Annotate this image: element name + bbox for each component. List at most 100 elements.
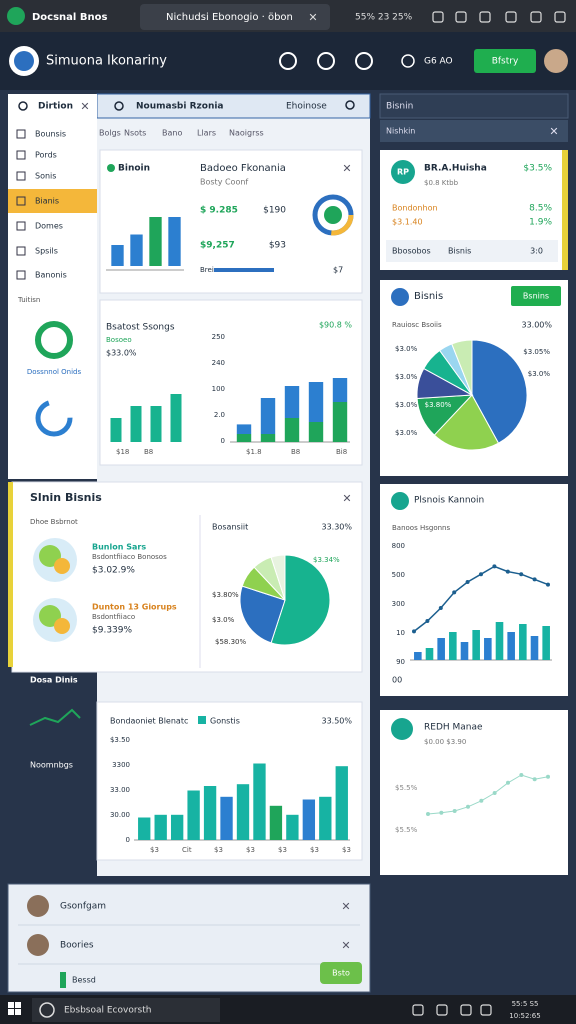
card-button[interactable] xyxy=(511,286,561,306)
close-button[interactable]: ✕ xyxy=(549,125,558,138)
header-icon xyxy=(279,52,297,70)
bar-segment xyxy=(284,386,300,418)
y-axis-label: 10 xyxy=(396,629,405,637)
button-label[interactable]: Bfstry xyxy=(492,57,519,67)
menu-icon xyxy=(16,270,26,280)
menu-item[interactable]: Sonis xyxy=(35,172,56,181)
tab[interactable]: Nsots xyxy=(124,129,146,138)
close-button[interactable]: ✕ xyxy=(341,900,350,913)
pie-slice xyxy=(433,394,500,451)
taskbar-icon[interactable] xyxy=(480,1004,492,1016)
tab[interactable]: Bolgs xyxy=(99,129,121,138)
card-title: Bondaoniet Blenatc xyxy=(110,717,188,726)
bar-segment xyxy=(332,378,348,402)
toolbar-icon[interactable] xyxy=(530,11,542,23)
toolbar-icon[interactable] xyxy=(505,11,517,23)
item-name: Bunlon Sars xyxy=(92,543,146,552)
donut xyxy=(35,321,73,359)
y-axis-label: 2.0 xyxy=(214,411,225,419)
close-button[interactable]: ✕ xyxy=(342,492,351,505)
bar xyxy=(319,796,332,840)
pie-slice xyxy=(270,554,286,601)
taskbar-icon[interactable] xyxy=(412,1004,424,1016)
bar xyxy=(170,814,184,840)
card-title: REDH Manae xyxy=(424,723,483,733)
y-axis-label: 300 xyxy=(392,600,405,608)
menu-item[interactable]: Pords xyxy=(35,151,57,160)
bar xyxy=(425,648,434,660)
button-label[interactable]: Bsnins xyxy=(523,292,549,301)
donut-label: Dossnnol Onids xyxy=(27,368,82,376)
y-axis-label: 0 xyxy=(126,836,130,844)
close-button[interactable]: ✕ xyxy=(308,11,317,24)
card-icon xyxy=(391,492,409,510)
item-subtitle: Bsdontfiiaco xyxy=(92,613,135,621)
card-subtitle: Rauiosc Bsoiis xyxy=(392,321,442,329)
bar xyxy=(154,814,167,840)
card-icon xyxy=(391,718,413,740)
app-title: Simuona Ikonariny xyxy=(46,54,167,69)
line-point xyxy=(506,780,510,785)
close-button[interactable]: ✕ xyxy=(80,100,89,113)
taskbar-search[interactable] xyxy=(32,998,220,1022)
menu-item[interactable]: Spsils xyxy=(35,247,58,256)
card-value: $3.5% xyxy=(523,164,552,174)
button-label[interactable]: Bsto xyxy=(332,969,350,978)
card-subtitle: Dhoe Bsbrnot xyxy=(30,518,78,526)
start-icon xyxy=(15,1002,21,1008)
bar xyxy=(170,394,182,442)
bar xyxy=(530,636,539,660)
menu-item[interactable]: Banonis xyxy=(35,271,67,280)
line-point xyxy=(492,564,497,569)
tab[interactable]: Bano xyxy=(162,129,182,138)
start-icon xyxy=(8,1002,14,1008)
bar xyxy=(150,406,162,442)
menu-item[interactable]: Bounsis xyxy=(35,130,66,139)
pie-label: $3.0% xyxy=(395,345,418,353)
bar xyxy=(111,245,124,266)
toolbar-icon[interactable] xyxy=(455,11,467,23)
card-subtitle: $0.00 $3.90 xyxy=(424,738,466,746)
stat-value: $ 9.285 xyxy=(200,206,238,216)
menu-item[interactable]: Bianis xyxy=(35,197,59,206)
line-point xyxy=(439,810,444,815)
bar xyxy=(449,632,457,660)
line-point xyxy=(532,577,537,582)
card-title: Badoeo Fkonania xyxy=(200,163,286,174)
right-header xyxy=(379,93,569,119)
card-subtitle: Banoos Hsgonns xyxy=(392,524,450,532)
legend-swatch xyxy=(198,716,206,724)
taskbar-icon[interactable] xyxy=(436,1004,448,1016)
active-tab[interactable] xyxy=(140,4,330,30)
close-button[interactable]: ✕ xyxy=(342,162,351,175)
close-button[interactable]: ✕ xyxy=(341,939,350,952)
tab-title[interactable]: Nichudsi Ebonogio · öbon xyxy=(166,12,293,23)
chart-value: 33.30% xyxy=(321,523,352,532)
notification-panel xyxy=(7,883,371,993)
header-button[interactable] xyxy=(474,49,536,73)
menu-icon xyxy=(16,150,26,160)
tab[interactable]: Naoigrss xyxy=(229,129,264,138)
notification-button[interactable] xyxy=(320,962,362,984)
taskbar-icon[interactable] xyxy=(460,1004,472,1016)
line-point xyxy=(546,582,550,587)
tab[interactable]: Llars xyxy=(197,129,216,138)
toolbar-icon[interactable] xyxy=(432,11,444,23)
toolbar-icon[interactable] xyxy=(554,11,566,23)
card-value: 33.50% xyxy=(321,717,352,726)
bar-segment xyxy=(260,398,276,434)
footer-label: Bisnis xyxy=(448,247,471,256)
card-title: Slnin Bisnis xyxy=(30,491,102,504)
line-point xyxy=(466,804,470,809)
row-value: 8.5% xyxy=(529,204,552,214)
pie-slice xyxy=(270,554,331,646)
y-axis-label: 240 xyxy=(212,359,225,367)
search-placeholder[interactable]: Ebsbsoal Ecovorsth xyxy=(64,1006,151,1016)
bar xyxy=(110,418,122,442)
header-icon xyxy=(317,52,335,70)
notification-title: Gsonfgam xyxy=(60,902,106,912)
toolbar-icon[interactable] xyxy=(479,11,491,23)
menu-item[interactable]: Domes xyxy=(35,222,63,231)
tag-dot xyxy=(107,164,115,172)
